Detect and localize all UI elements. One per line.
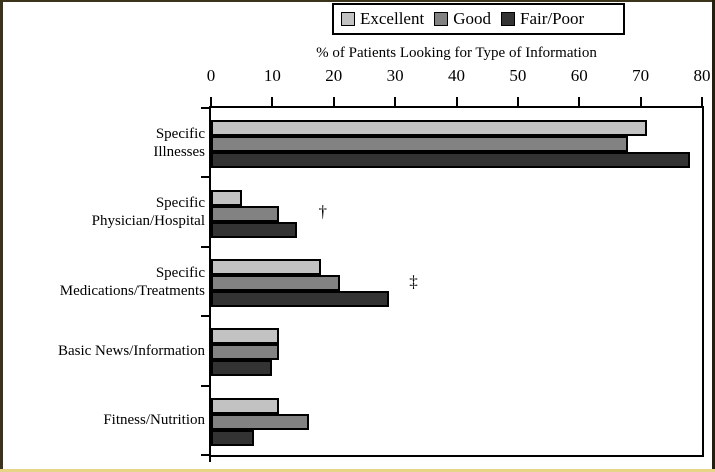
bar-basic-news-information-fair-poor	[211, 360, 273, 377]
x-tick-label-0: 0	[206, 66, 216, 85]
category-label-line: Illnesses	[153, 143, 205, 160]
legend-label-good: Good	[453, 9, 491, 28]
category-label-line: Specific	[155, 125, 205, 142]
frame-border-top	[0, 0, 715, 2]
frame-border-right	[712, 0, 715, 472]
category-tick	[201, 245, 211, 248]
category-tick	[201, 384, 211, 387]
legend-swatch-good-icon	[434, 12, 449, 26]
category-label-specific-medications-treatments: Specific Medications/Treatments	[0, 264, 205, 300]
x-tick-label-80: 80	[693, 66, 711, 85]
bar-specific-medications-treatments-good	[211, 275, 340, 291]
bar-basic-news-information-excellent	[211, 328, 279, 345]
x-tick-label-10: 10	[263, 66, 281, 85]
category-tick	[201, 107, 211, 109]
frame-border-bottom	[0, 469, 715, 472]
x-axis-title: % of Patients Looking for Type of Inform…	[316, 45, 597, 61]
category-label-line: Basic News/Information	[57, 342, 205, 359]
x-tick-label-30: 30	[386, 66, 404, 85]
category-label-line: Specific	[155, 264, 205, 281]
x-tick-mark	[455, 97, 458, 108]
bar-specific-illnesses-excellent	[211, 120, 647, 137]
x-tick-mark	[578, 97, 581, 108]
x-tick-label-70: 70	[632, 66, 650, 85]
category-label-specific-physician-hospital: Specific Physician/Hospital	[0, 194, 205, 230]
x-tick-label-20: 20	[325, 66, 343, 85]
annotation-dagger: †	[318, 202, 327, 222]
category-axis-stub	[209, 455, 211, 462]
bar-specific-medications-treatments-fair-poor	[211, 291, 389, 307]
legend-swatch-fair-poor-icon	[500, 12, 515, 26]
x-tick-mark	[701, 97, 703, 108]
plot-area	[209, 106, 704, 457]
bar-specific-medications-treatments-excellent	[211, 259, 322, 275]
annotation-double-dagger: ‡	[409, 271, 418, 291]
bar-specific-illnesses-good	[211, 136, 629, 153]
category-label-line: Medications/Treatments	[59, 282, 205, 299]
x-tick-mark	[332, 97, 335, 108]
x-tick-mark	[394, 97, 397, 108]
bar-specific-physician-hospital-fair-poor	[211, 221, 297, 238]
bar-fitness-nutrition-good	[211, 413, 310, 430]
legend-label-fair-poor: Fair/Poor	[519, 9, 585, 28]
category-label-basic-news-information: Basic News/Information	[0, 342, 205, 360]
category-label-line: Fitness/Nutrition	[103, 412, 205, 429]
bar-fitness-nutrition-fair-poor	[211, 429, 254, 446]
x-tick-mark	[271, 97, 274, 108]
x-tick-mark	[639, 97, 642, 108]
bar-fitness-nutrition-excellent	[211, 397, 279, 414]
legend-item-good: Good	[434, 9, 491, 29]
bar-specific-physician-hospital-good	[211, 205, 279, 222]
category-tick	[201, 315, 211, 318]
x-tick-mark	[516, 97, 519, 108]
category-tick	[201, 176, 211, 179]
frame-border-left	[0, 0, 3, 472]
bar-specific-illnesses-fair-poor	[211, 152, 690, 169]
legend-label-excellent: Excellent	[360, 9, 425, 28]
legend-swatch-excellent-icon	[341, 12, 355, 26]
x-tick-label-50: 50	[509, 66, 527, 85]
x-tick-mark	[210, 97, 212, 108]
bar-specific-physician-hospital-excellent	[211, 189, 242, 206]
category-label-line: Physician/Hospital	[91, 213, 205, 230]
bar-basic-news-information-good	[211, 344, 279, 361]
legend-item-fair-poor: Fair/Poor	[500, 9, 585, 29]
x-tick-label-60: 60	[570, 66, 588, 85]
category-label-fitness-nutrition: Fitness/Nutrition	[0, 411, 205, 429]
category-label-line: Specific	[155, 195, 205, 212]
legend: Excellent Good Fair/Poor	[332, 3, 625, 35]
category-tick	[201, 454, 211, 456]
category-label-specific-illnesses: Specific Illnesses	[0, 125, 205, 161]
x-tick-label-40: 40	[448, 66, 465, 85]
legend-item-excellent: Excellent	[341, 9, 424, 29]
